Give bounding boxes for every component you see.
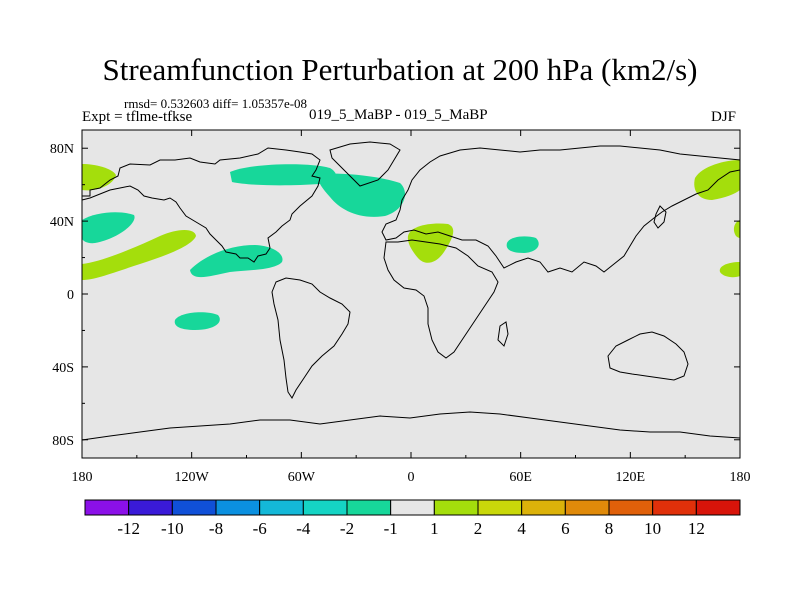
colorbar-label: 6 [561,519,570,538]
colorbar-swatch [259,499,304,516]
coast-south-america [271,277,351,399]
colorbar-label: 8 [605,519,614,538]
anomaly-negative-east-pacific [174,312,220,330]
y-tick-label: 40N [50,215,74,230]
colorbar-label: -4 [296,519,311,538]
anomaly-layer [82,160,740,330]
colorbar-swatch [390,499,435,516]
y-tick-label: 40S [52,361,74,376]
colorbar-label: 2 [474,519,483,538]
coast-madagascar [497,321,509,347]
colorbar-swatch [477,499,523,516]
anomaly-negative-north-atlantic [317,173,405,217]
x-tick-label: 60W [288,470,316,485]
colorbar-label: 1 [430,519,439,538]
anomaly-negative-gulf [190,245,283,278]
coast-australia [607,331,689,381]
colorbar-swatch [564,499,610,516]
experiment-label: Expt = tflme-tfkse [82,109,193,125]
anomaly-positive-north-pacific-west [82,164,116,191]
chart-title: Streamfunction Perturbation at 200 hPa (… [102,52,698,87]
anomaly-positive-east-edge-mid [733,220,740,238]
anomaly-positive-north-pacific-east [694,160,740,200]
colorbar-swatch [215,499,261,516]
colorbar-swatch [521,499,566,516]
x-tick-label: 180 [72,470,93,485]
anomaly-positive-subtropical-pacific [82,230,196,280]
colorbar-swatch [652,499,697,516]
colorbar-swatch [346,499,392,516]
coastlines [81,141,741,441]
colorbar-label: -10 [161,519,184,538]
anomaly-negative-north-pacific [82,212,135,244]
colorbar-swatch [608,499,654,516]
colorbar-swatch [433,499,479,516]
coast-japan [653,205,667,229]
y-tick-label: 0 [67,288,74,303]
x-tick-label: 180 [730,470,751,485]
x-tick-label: 120E [616,470,646,485]
coast-africa [383,239,499,359]
season-label: DJF [710,109,736,125]
colorbar-label: -6 [253,519,267,538]
anomaly-positive-east-edge-low [719,262,740,278]
colorbar-label: 4 [517,519,526,538]
coast-eurasia [381,145,741,273]
x-tick-label: 0 [408,470,415,485]
colorbar-swatch [84,499,130,516]
colorbar-swatch [302,499,348,516]
experiments-label: 019_5_MaBP - 019_5_MaBP [309,107,488,123]
colorbar-label: -8 [209,519,223,538]
colorbar: -12 -10 -8 -6 -4 -2 -1 1 2 4 6 8 10 12 [84,499,741,538]
y-tick-label: 80S [52,434,74,449]
y-axis-ticks: 80N 40N 0 40S 80S [50,142,740,449]
anomaly-negative-north-america [230,164,336,186]
x-axis-ticks: 180 120W 60W 0 60E 120E 180 [72,130,751,485]
colorbar-label: -2 [340,519,354,538]
ocean-background [82,130,740,458]
colorbar-swatch [695,499,741,516]
anomaly-negative-arabia [506,236,539,253]
colorbar-label: -12 [117,519,140,538]
colorbar-label: 12 [688,519,705,538]
colorbar-swatch [171,499,217,516]
coast-north-america [81,147,321,263]
colorbar-label: 10 [644,519,661,538]
colorbar-label: -1 [384,519,398,538]
coast-greenland [329,141,401,187]
y-tick-label: 80N [50,142,74,157]
colorbar-swatch [128,499,173,516]
x-tick-label: 60E [509,470,532,485]
x-tick-label: 120W [175,470,210,485]
coast-antarctica [81,411,741,441]
stats-line: rmsd= 0.532603 diff= 1.05357e-08 [124,96,308,111]
